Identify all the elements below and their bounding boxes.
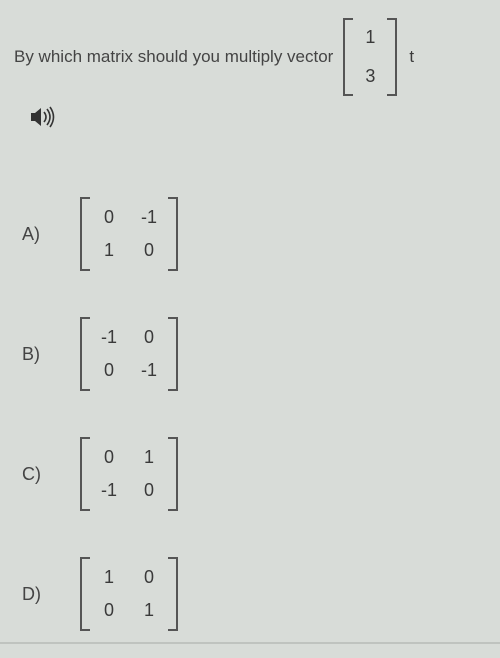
- option-matrix: -1 0 0 -1: [80, 317, 178, 391]
- question-row: By which matrix should you multiply vect…: [0, 0, 500, 96]
- matrix-body: -1 0 0 -1: [90, 317, 168, 391]
- bracket-right: [168, 557, 178, 631]
- matrix-row: 0 -1: [98, 360, 160, 381]
- matrix-row: -1 0: [98, 327, 160, 348]
- trailing-text: t: [409, 47, 414, 67]
- matrix-row: 1 0: [98, 240, 160, 261]
- vector-cells: 1 3: [353, 18, 387, 96]
- matrix-row: 0 1: [98, 600, 160, 621]
- matrix-cell: 0: [98, 360, 120, 381]
- option-d[interactable]: D) 1 0 0 1: [0, 534, 500, 654]
- option-matrix: 0 -1 1 0: [80, 197, 178, 271]
- question-text: By which matrix should you multiply vect…: [14, 47, 333, 67]
- matrix-cell: 0: [138, 480, 160, 501]
- option-matrix: 1 0 0 1: [80, 557, 178, 631]
- matrix-cell: -1: [138, 207, 160, 228]
- matrix-cell: 0: [138, 327, 160, 348]
- matrix-cell: -1: [98, 327, 120, 348]
- question-vector: 1 3: [343, 18, 397, 96]
- option-c[interactable]: C) 0 1 -1 0: [0, 414, 500, 534]
- matrix-cell: -1: [138, 360, 160, 381]
- bracket-right: [168, 317, 178, 391]
- option-b[interactable]: B) -1 0 0 -1: [0, 294, 500, 414]
- bracket-left: [80, 317, 90, 391]
- bracket-left: [80, 197, 90, 271]
- matrix-cell: 1: [98, 240, 120, 261]
- bracket-right: [168, 197, 178, 271]
- matrix-cell: 0: [98, 600, 120, 621]
- bracket-left: [343, 18, 353, 96]
- matrix-cell: 0: [98, 447, 120, 468]
- bracket-right: [387, 18, 397, 96]
- matrix-cell: 1: [98, 567, 120, 588]
- matrix-body: 1 0 0 1: [90, 557, 168, 631]
- option-label: B): [0, 344, 80, 365]
- matrix-cell: 0: [138, 567, 160, 588]
- vector-cell: 3: [365, 66, 375, 87]
- option-label: D): [0, 584, 80, 605]
- bracket-left: [80, 437, 90, 511]
- options-list: A) 0 -1 1 0 B) -1 0: [0, 174, 500, 654]
- option-label: A): [0, 224, 80, 245]
- vector-cell: 1: [365, 27, 375, 48]
- matrix-row: -1 0: [98, 480, 160, 501]
- matrix-row: 1 0: [98, 567, 160, 588]
- divider: [0, 642, 500, 644]
- bracket-left: [80, 557, 90, 631]
- matrix-cell: 0: [98, 207, 120, 228]
- bracket-right: [168, 437, 178, 511]
- matrix-cell: 1: [138, 447, 160, 468]
- matrix-cell: 0: [138, 240, 160, 261]
- option-matrix: 0 1 -1 0: [80, 437, 178, 511]
- matrix-body: 0 -1 1 0: [90, 197, 168, 271]
- matrix-row: 0 -1: [98, 207, 160, 228]
- matrix-body: 0 1 -1 0: [90, 437, 168, 511]
- option-label: C): [0, 464, 80, 485]
- option-a[interactable]: A) 0 -1 1 0: [0, 174, 500, 294]
- matrix-cell: -1: [98, 480, 120, 501]
- sound-icon[interactable]: [30, 106, 500, 134]
- matrix-row: 0 1: [98, 447, 160, 468]
- matrix-cell: 1: [138, 600, 160, 621]
